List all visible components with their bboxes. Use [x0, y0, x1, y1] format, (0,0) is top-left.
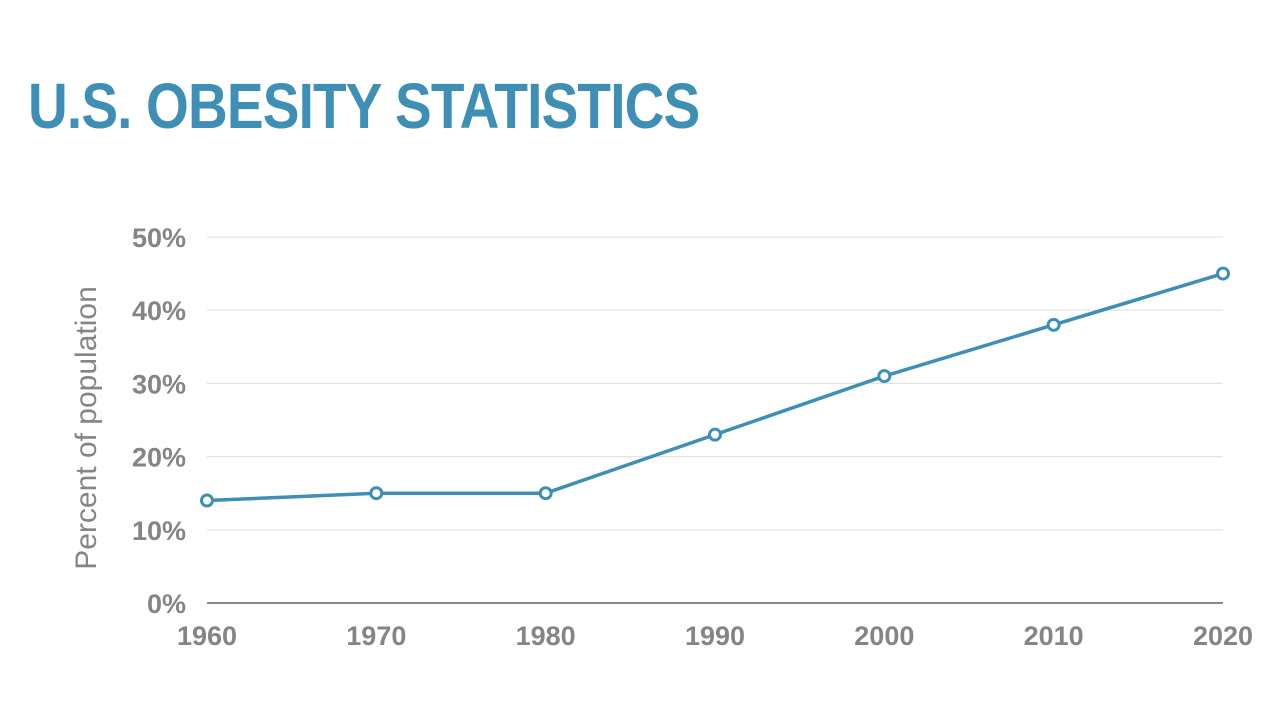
series	[200, 266, 1230, 508]
data-point-2000	[877, 369, 892, 384]
x-tick-label-2020: 2020	[1193, 621, 1253, 651]
axis-titles: Percent of population	[70, 286, 103, 570]
y-tick-label-10: 10%	[132, 516, 186, 546]
y-axis-label: Percent of population	[70, 286, 103, 570]
series-line-0	[205, 271, 1225, 503]
chart-title: U.S. OBESITY STATISTICS	[28, 70, 700, 142]
y-tick-label-30: 30%	[132, 369, 186, 399]
x-tick-label-1980: 1980	[516, 621, 576, 651]
x-tick-label-2000: 2000	[854, 621, 914, 651]
x-tick-labels: 1960 1970 1980 1990 2000 2010 2020	[177, 621, 1253, 651]
data-point-1990	[708, 427, 722, 442]
x-tick-label-1990: 1990	[685, 621, 745, 651]
data-point-2020	[1216, 266, 1230, 281]
y-tick-label-40: 40%	[132, 296, 186, 326]
y-tick-label-0: 0%	[147, 589, 186, 619]
data-point-1960	[200, 493, 214, 508]
y-tick-labels: 0% 10% 20% 30% 40% 50%	[132, 223, 186, 619]
x-tick-label-2010: 2010	[1024, 621, 1084, 651]
y-tick-label-20: 20%	[132, 443, 186, 473]
x-tick-label-1960: 1960	[177, 621, 237, 651]
x-tick-label-1970: 1970	[346, 621, 406, 651]
data-point-1970	[369, 486, 384, 501]
gridlines	[207, 236, 1223, 531]
y-tick-label-50: 50%	[132, 223, 186, 253]
data-point-1980	[538, 486, 553, 501]
data-point-2010	[1046, 317, 1061, 332]
